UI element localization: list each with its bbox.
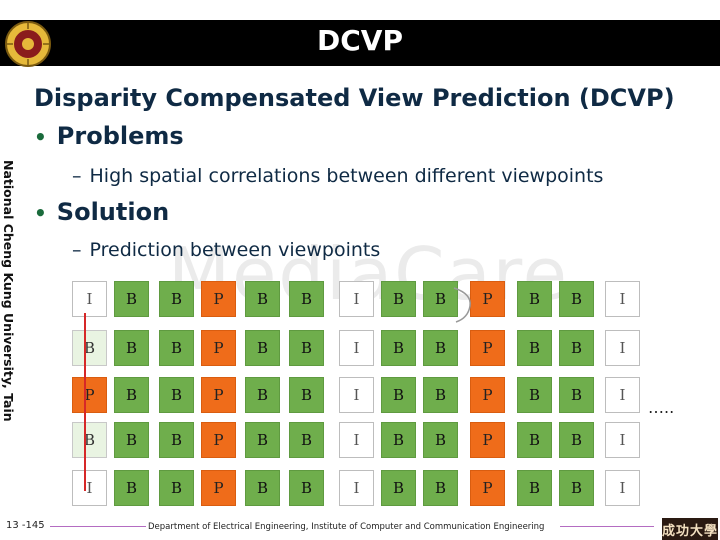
- frame-cell: I: [605, 377, 640, 413]
- university-seal: 成功大學: [662, 518, 718, 540]
- frame-cell: B: [559, 330, 594, 366]
- sub-bullet-text: High spatial correlations between differ…: [89, 165, 604, 187]
- frame-cell: B: [159, 377, 194, 413]
- frame-cell: B: [423, 422, 458, 458]
- footer-line-left: [50, 526, 146, 527]
- bullet-dot-icon: •: [34, 125, 47, 149]
- frame-cell: I: [605, 470, 640, 506]
- sub-bullet-text: Prediction between viewpoints: [89, 239, 381, 261]
- frame-cell: B: [381, 422, 416, 458]
- prediction-arrow: [84, 313, 86, 491]
- prediction-curve-icon: [453, 287, 471, 323]
- frame-cell: B: [114, 470, 149, 506]
- title-band: [0, 20, 720, 66]
- frame-cell: B: [517, 422, 552, 458]
- dash-icon: –: [72, 165, 82, 187]
- frame-cell: I: [339, 470, 374, 506]
- frame-cell: B: [72, 330, 107, 366]
- frame-cell: P: [470, 330, 505, 366]
- frame-cell: I: [72, 281, 107, 317]
- frame-cell: B: [159, 281, 194, 317]
- frame-cell: B: [559, 470, 594, 506]
- frame-cell: B: [245, 422, 280, 458]
- frame-cell: B: [423, 330, 458, 366]
- frame-cell: P: [470, 422, 505, 458]
- frame-cell: I: [72, 470, 107, 506]
- frame-cell: B: [289, 377, 324, 413]
- frame-cell: B: [159, 470, 194, 506]
- frame-cell: P: [201, 281, 236, 317]
- frame-cell: B: [245, 470, 280, 506]
- dash-icon: –: [72, 239, 82, 261]
- bullet-label: Solution: [56, 198, 170, 226]
- frame-cell: B: [289, 330, 324, 366]
- frame-cell: B: [517, 377, 552, 413]
- frame-cell: B: [559, 422, 594, 458]
- frame-cell: B: [381, 377, 416, 413]
- frame-cell: P: [201, 422, 236, 458]
- frame-cell: I: [605, 422, 640, 458]
- frame-cell: B: [381, 281, 416, 317]
- frame-cell: B: [245, 330, 280, 366]
- frame-cell: B: [114, 281, 149, 317]
- footer-department: Department of Electrical Engineering, In…: [148, 522, 545, 532]
- frame-cell: P: [72, 377, 107, 413]
- frame-cell: B: [72, 422, 107, 458]
- frame-cell: B: [245, 377, 280, 413]
- frame-cell: P: [201, 377, 236, 413]
- frame-cell: B: [114, 377, 149, 413]
- frame-cell: B: [289, 281, 324, 317]
- frame-cell: B: [423, 281, 458, 317]
- frame-cell: B: [423, 470, 458, 506]
- frame-cell: P: [470, 377, 505, 413]
- continuation-dots: …..: [648, 398, 675, 417]
- frame-cell: B: [114, 330, 149, 366]
- sub-bullet-solution: – Prediction between viewpoints: [72, 239, 380, 261]
- bullet-label: Problems: [56, 122, 184, 150]
- frame-cell: B: [517, 330, 552, 366]
- frame-cell: I: [339, 330, 374, 366]
- footer-line-right: [560, 526, 654, 527]
- frame-cell: I: [339, 422, 374, 458]
- frame-cell: P: [201, 470, 236, 506]
- university-logo-icon: [5, 21, 51, 67]
- sub-bullet-problems: – High spatial correlations between diffe…: [72, 165, 603, 187]
- bullet-solution: • Solution: [34, 198, 169, 226]
- slide-heading: Disparity Compensated View Prediction (D…: [34, 84, 675, 112]
- frame-cell: I: [605, 281, 640, 317]
- slide-title: DCVP: [317, 24, 403, 57]
- frame-cell: B: [245, 281, 280, 317]
- frame-cell: B: [381, 330, 416, 366]
- bullet-dot-icon: •: [34, 201, 47, 225]
- frame-cell: P: [470, 470, 505, 506]
- frame-cell: P: [201, 330, 236, 366]
- frame-cell: B: [559, 377, 594, 413]
- frame-cell: I: [339, 281, 374, 317]
- frame-cell: B: [159, 422, 194, 458]
- frame-cell: I: [339, 377, 374, 413]
- frame-cell: B: [517, 281, 552, 317]
- page-number: 13 -145: [6, 520, 45, 531]
- frame-cell: P: [470, 281, 505, 317]
- title-bar: DCVP: [0, 0, 720, 68]
- bullet-problems: • Problems: [34, 122, 184, 150]
- frame-cell: I: [605, 330, 640, 366]
- frame-cell: B: [423, 377, 458, 413]
- frame-cell: B: [381, 470, 416, 506]
- frame-cell: B: [159, 330, 194, 366]
- frame-cell: B: [517, 470, 552, 506]
- frame-cell: B: [114, 422, 149, 458]
- frame-cell: B: [289, 422, 324, 458]
- frame-cell: B: [559, 281, 594, 317]
- frame-cell: B: [289, 470, 324, 506]
